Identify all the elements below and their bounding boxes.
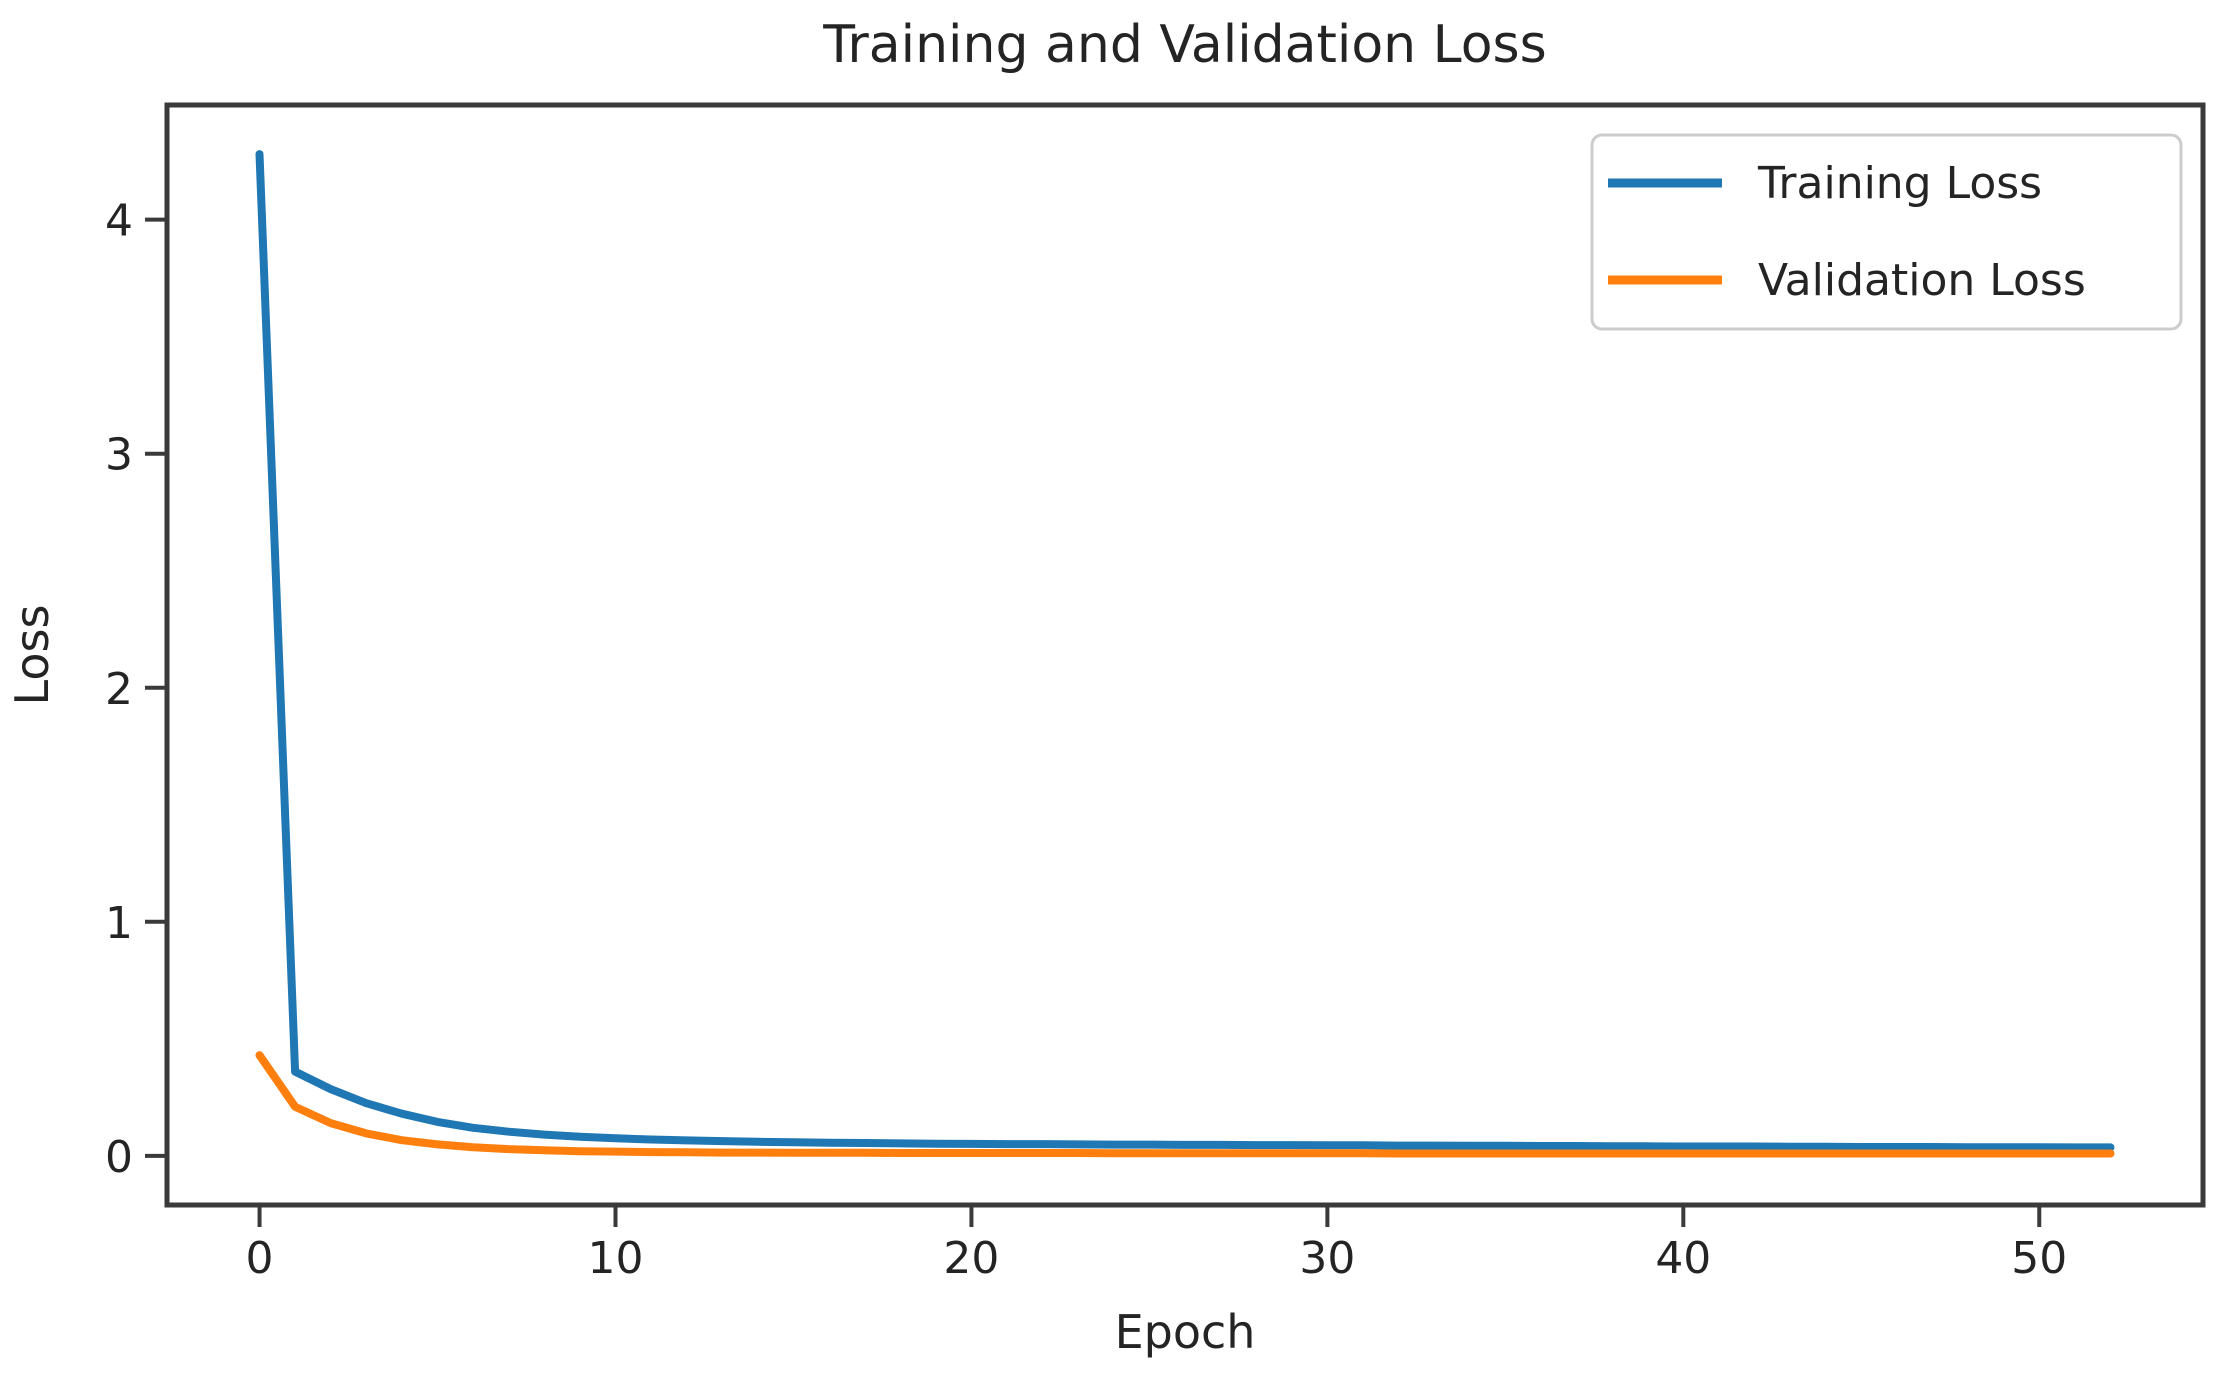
- y-tick-label: 2: [105, 664, 133, 715]
- y-tick-label: 0: [105, 1132, 133, 1183]
- legend-validation-label: Validation Loss: [1758, 255, 2086, 306]
- y-tick-label: 4: [105, 196, 133, 247]
- x-axis-label: Epoch: [1115, 1305, 1256, 1359]
- y-axis-label: Loss: [5, 605, 59, 706]
- x-axis-ticks: 0 10 20 30 40 50: [246, 1205, 2067, 1284]
- x-tick-label: 20: [943, 1233, 999, 1284]
- series-line-1: [255, 1051, 2115, 1158]
- legend-box: [1590, 133, 2183, 331]
- x-tick-label: 0: [246, 1233, 274, 1284]
- x-tick-label: 50: [2011, 1233, 2067, 1284]
- plot-area: [164, 102, 2206, 1208]
- legend-training-label: Training Loss: [1757, 158, 2042, 209]
- x-tick-label: 10: [587, 1233, 643, 1284]
- x-tick-label: 40: [1655, 1233, 1711, 1284]
- legend: Training Loss Validation Loss: [1590, 133, 2183, 331]
- y-tick-label: 1: [105, 898, 133, 949]
- series-lines: [255, 150, 2115, 1158]
- series-line-0: [255, 150, 2115, 1152]
- chart-title: Training and Validation Loss: [822, 15, 1546, 75]
- y-axis-ticks: 0 1 2 3 4: [105, 196, 167, 1183]
- x-tick-label: 30: [1299, 1233, 1355, 1284]
- y-tick-label: 3: [105, 430, 133, 481]
